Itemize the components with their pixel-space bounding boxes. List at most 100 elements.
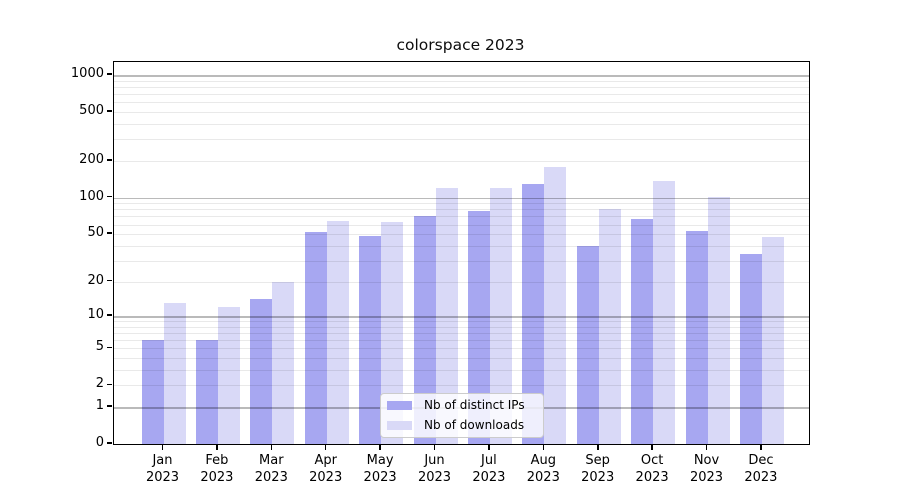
legend-item-downloads: Nb of downloads [387,417,537,434]
gridline-minor [114,348,809,350]
legend-label-downloads: Nb of downloads [424,418,525,432]
y-tick-mark [106,279,112,282]
gridline-minor [114,102,809,104]
y-tick-mark [106,405,112,407]
x-tick-label: Apr 2023 [309,453,343,485]
gridline-minor [114,321,809,323]
bar-ips-feb-2023 [195,340,218,444]
bar-downloads-feb-2023 [217,307,240,444]
y-tick-mark [106,232,112,234]
gridline-minor [114,260,809,262]
x-tick-mark [705,444,708,450]
bar-downloads-mar-2023 [272,281,295,444]
bar-downloads-apr-2023 [326,221,349,444]
gridline-minor [114,124,809,125]
legend: Nb of distinct IPs Nb of downloads [380,393,544,438]
x-tick-label: Sep 2023 [581,453,615,485]
chart-title: colorspace 2023 [396,36,525,54]
gridline-minor [114,224,809,226]
gridline-minor [114,203,809,205]
gridline-minor [114,139,809,141]
y-tick-label: 50 [87,225,104,241]
gridline-major [114,197,809,200]
bar-downloads-oct-2023 [653,181,676,444]
x-tick-label: Oct 2023 [635,453,669,485]
x-tick-mark [433,444,436,450]
bar-ips-jan-2023 [141,340,164,444]
gridline-minor [114,333,809,334]
bar-downloads-dec-2023 [761,237,784,444]
y-tick-mark [106,195,112,198]
x-tick-mark [488,444,490,450]
y-tick-mark [106,73,112,75]
y-tick-label: 20 [87,272,104,288]
x-tick-label: Jul 2023 [472,453,506,485]
gridline-minor [114,326,809,328]
gridline-minor [114,80,809,82]
bar-ips-apr-2023 [304,232,327,444]
bar-ips-jun-2023 [413,216,436,444]
y-tick-mark [106,442,112,444]
bar-downloads-aug-2023 [544,167,567,444]
gridline-minor [114,209,809,211]
gridline-minor [114,234,809,236]
x-tick-mark [597,444,599,450]
plot-area [113,61,810,445]
x-tick-mark [760,444,762,450]
x-tick-label: Dec 2023 [744,453,778,485]
x-tick-mark [542,444,544,450]
gridline-minor [114,245,809,247]
x-tick-label: Nov 2023 [689,453,724,485]
x-tick-mark [651,444,653,450]
bar-ips-jul-2023 [467,210,490,444]
x-tick-label: May 2023 [363,453,397,485]
bar-downloads-may-2023 [381,222,404,444]
y-tick-label: 1 [95,398,104,413]
bar-downloads-sep-2023 [598,209,621,444]
gridline-minor [114,216,809,218]
bar-ips-may-2023 [359,236,382,444]
gridline-minor [114,385,809,387]
x-tick-mark [270,444,273,450]
y-tick-label: 0 [95,435,104,450]
y-tick-mark [106,314,112,316]
y-tick-mark [106,159,112,161]
y-tick-label: 200 [79,151,104,167]
bar-downloads-jun-2023 [435,188,458,444]
bar-downloads-nov-2023 [707,196,730,444]
legend-swatch-downloads [387,420,412,431]
bar-ips-sep-2023 [576,245,599,444]
y-tick-label: 5 [95,339,104,355]
y-tick-label: 10 [87,307,104,322]
x-tick-mark [161,444,164,450]
bar-downloads-jul-2023 [489,188,512,444]
bar-ips-oct-2023 [631,218,654,444]
gridline-minor [114,358,809,360]
y-tick-label: 1000 [70,66,104,82]
x-tick-label: Jan 2023 [145,453,180,485]
bar-downloads-jan-2023 [163,303,186,444]
y-tick-label: 100 [79,188,104,204]
gridline-minor [114,112,809,114]
bar-ips-dec-2023 [739,254,762,444]
gridline-minor [114,281,809,283]
x-tick-mark [324,444,327,450]
x-tick-label: Feb 2023 [200,453,234,485]
gridline-minor [114,87,809,89]
y-tick-mark [106,346,112,349]
bar-ips-nov-2023 [685,231,708,444]
y-tick-label: 500 [79,103,104,119]
gridline-major [114,316,809,318]
gridline-minor [114,370,809,371]
gridline-minor [114,340,809,342]
gridline-minor [114,94,809,96]
bar-ips-aug-2023 [522,183,545,444]
legend-label-ips: Nb of distinct IPs [424,398,525,412]
bar-ips-mar-2023 [250,299,273,444]
x-tick-mark [379,444,381,450]
x-tick-label: Mar 2023 [254,453,288,485]
y-tick-label: 2 [95,376,104,392]
legend-swatch-ips [387,400,412,411]
x-tick-mark [216,444,218,450]
